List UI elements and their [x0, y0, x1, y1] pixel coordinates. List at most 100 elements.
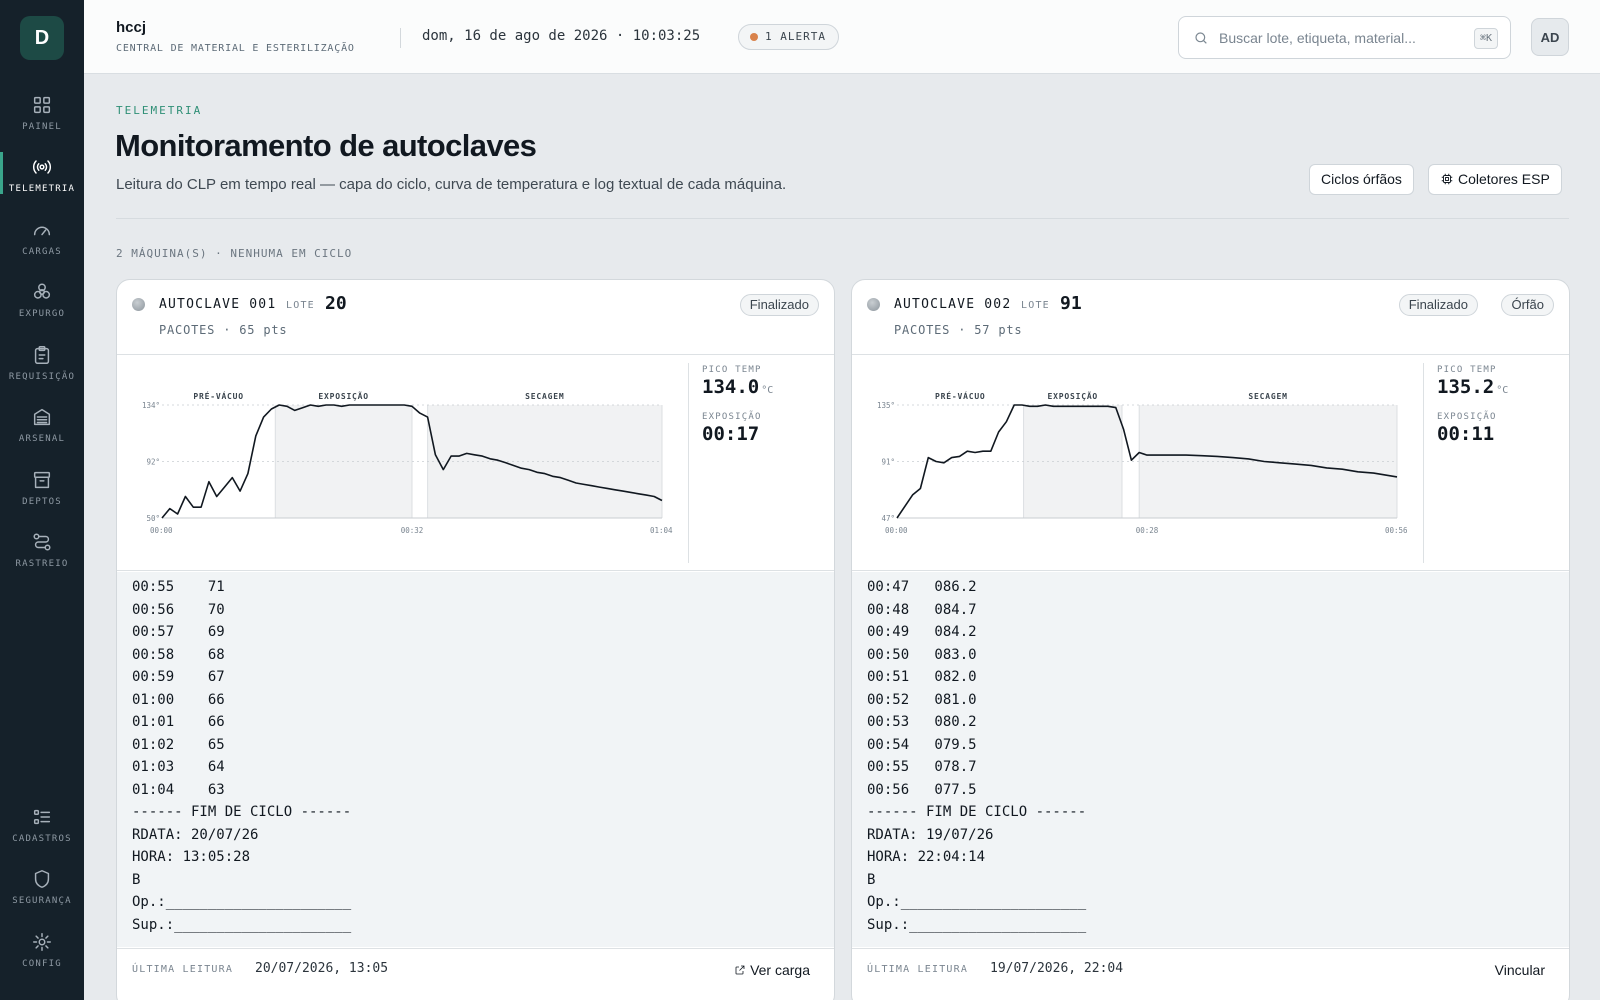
machines-summary: 2 MÁQUINA(S) · NENHUMA EM CICLO — [116, 247, 353, 260]
sidebar-item-label: TELEMETRIA — [8, 184, 76, 194]
page-eyebrow: TELEMETRIA — [116, 104, 203, 117]
x-tick-label: 01:04 — [650, 526, 673, 535]
last-reading-label: ÚLTIMA LEITURA — [132, 964, 234, 975]
sidebar-item-label: RASTREIO — [15, 559, 69, 569]
phase-label: SECAGEM — [1248, 392, 1287, 401]
view-load-label: Ver carga — [750, 962, 810, 978]
exposure-value: 00:11 — [1437, 423, 1495, 445]
orphan-cycles-button[interactable]: Ciclos órfãos — [1309, 164, 1414, 195]
sidebar-item-painel[interactable]: PAINEL — [0, 88, 84, 146]
esp-collectors-button[interactable]: Coletores ESP — [1428, 164, 1562, 195]
sidebar-item-seguranca[interactable]: SEGURANÇA — [0, 862, 84, 920]
topbar: hccj CENTRAL DE MATERIAL E ESTERILIZAÇÃO… — [84, 0, 1600, 74]
sidebar-item-telemetria[interactable]: TELEMETRIA — [0, 150, 84, 208]
link-button[interactable]: Vincular — [1494, 962, 1545, 978]
y-tick-label: 92° — [146, 458, 160, 467]
search-input[interactable] — [1219, 23, 1459, 53]
peak-temp-number: 134.0 — [702, 376, 760, 398]
phase-label: EXPOSIÇÃO — [1048, 391, 1099, 401]
alert-dot-icon — [750, 33, 758, 41]
y-tick-label: 47° — [881, 514, 895, 523]
sidebar-item-label: DEPTOS — [22, 497, 62, 507]
last-reading-value: 19/07/2026, 22:04 — [990, 961, 1124, 976]
sidebar-item-rastreio[interactable]: RASTREIO — [0, 525, 84, 583]
x-tick-label: 00:32 — [401, 526, 424, 535]
y-tick-label: 135° — [877, 401, 895, 410]
orphan-badge: Órfão — [1501, 294, 1554, 316]
peak-temp-value: 134.0 °C — [702, 376, 773, 398]
sidebar-item-label: CADASTROS — [12, 834, 72, 844]
sidebar-item-deptos[interactable]: DEPTOS — [0, 463, 84, 521]
exposure-value: 00:17 — [702, 423, 760, 445]
last-reading-label: ÚLTIMA LEITURA — [867, 964, 969, 975]
stats-divider — [1423, 363, 1424, 563]
phase-label: SECAGEM — [525, 392, 564, 401]
chart-panel: PRÉ-VÁCUO EXPOSIÇÃO SECAGEM 47° 91° 135° 00:00… — [852, 355, 1569, 571]
sidebar-item-requisicao[interactable]: REQUISIÇÃO — [0, 338, 84, 396]
autoclave-name: AUTOCLAVE 002 — [894, 297, 1012, 312]
shield-icon — [34, 870, 50, 888]
lote-value: 91 — [1060, 293, 1082, 314]
peak-temp-unit: °C — [761, 385, 774, 396]
status-indicator-icon — [867, 298, 880, 311]
sidebar-item-label: ARSENAL — [18, 434, 66, 444]
search-box[interactable]: ⌘K — [1178, 16, 1511, 59]
chip-icon — [1441, 173, 1453, 185]
biohazard-icon — [33, 283, 51, 299]
x-tick-label: 00:28 — [1136, 526, 1159, 535]
user-avatar[interactable]: AD — [1531, 18, 1569, 56]
sidebar-item-label: EXPURGO — [18, 309, 66, 319]
y-tick-label: 134° — [142, 401, 160, 410]
box-icon — [33, 471, 51, 489]
archive-icon — [33, 408, 51, 426]
peak-temp-value: 135.2 °C — [1437, 376, 1508, 398]
grid-icon — [33, 96, 51, 114]
broadcast-icon — [32, 160, 52, 174]
sidebar-item-label: PAINEL — [22, 122, 62, 132]
y-tick-label: 50° — [146, 514, 160, 523]
sidebar-item-expurgo[interactable]: EXPURGO — [0, 275, 84, 333]
sidebar-item-config[interactable]: CONFIG — [0, 925, 84, 983]
page-title: Monitoramento de autoclaves — [115, 128, 537, 163]
temperature-chart: PRÉ-VÁCUO EXPOSIÇÃO SECAGEM 47° 91° 135° 00:00… — [877, 390, 1408, 535]
lote-label: LOTE — [286, 300, 315, 311]
cycle-meta: PACOTES · 57 pts — [894, 323, 1023, 337]
peak-temp-label: PICO TEMP — [1437, 365, 1497, 375]
x-tick-label: 00:00 — [150, 526, 173, 535]
route-icon — [33, 533, 51, 551]
cycle-meta: PACOTES · 65 pts — [159, 323, 288, 337]
temperature-line — [161, 404, 663, 519]
alert-badge[interactable]: 1 ALERTA — [738, 24, 839, 50]
external-link-icon — [735, 965, 745, 975]
view-load-link[interactable]: Ver carga — [734, 962, 810, 978]
sidebar-item-arsenal[interactable]: ARSENAL — [0, 400, 84, 458]
cycle-log: 00:55 71 00:56 70 00:57 69 00:58 68 00:5… — [117, 572, 834, 947]
peak-temp-unit: °C — [1496, 385, 1509, 396]
org-name: hccj — [116, 19, 147, 36]
current-datetime: dom, 16 de ago de 2026 · 10:03:25 — [422, 28, 701, 44]
autoclave-card: AUTOCLAVE 002 LOTE 91 PACOTES · 57 pts F… — [851, 279, 1570, 1000]
x-tick-label: 00:56 — [1385, 526, 1408, 535]
lote-label: LOTE — [1021, 300, 1050, 311]
card-header: AUTOCLAVE 001 LOTE 20 PACOTES · 65 pts F… — [117, 280, 834, 355]
gear-icon — [33, 933, 51, 951]
sidebar: D PAINEL TELEMETRIA CARGAS EXPURGO REQUI… — [0, 0, 84, 1000]
sidebar-item-label: CONFIG — [22, 959, 62, 969]
page-description: Leitura do CLP em tempo real — capa do c… — [116, 176, 787, 193]
cycle-log: 00:47 086.2 00:48 084.7 00:49 084.2 00:5… — [852, 572, 1569, 947]
sidebar-item-cargas[interactable]: CARGAS — [0, 213, 84, 271]
app-logo[interactable]: D — [20, 16, 64, 60]
peak-temp-label: PICO TEMP — [702, 365, 762, 375]
org-subtitle: CENTRAL DE MATERIAL E ESTERILIZAÇÃO — [116, 43, 355, 54]
topbar-divider — [400, 28, 401, 48]
stats-divider — [688, 363, 689, 563]
sidebar-item-cadastros[interactable]: CADASTROS — [0, 800, 84, 858]
list-icon — [33, 809, 51, 825]
temperature-chart: PRÉ-VÁCUO EXPOSIÇÃO SECAGEM 50° 92° 134° 00:00… — [142, 390, 673, 535]
chart-panel: PRÉ-VÁCUO EXPOSIÇÃO SECAGEM 50° 92° 134° 00:00… — [117, 355, 834, 571]
y-tick-label: 91° — [881, 458, 895, 467]
phase-label: PRÉ-VÁCUO — [193, 390, 244, 401]
peak-temp-number: 135.2 — [1437, 376, 1495, 398]
alert-label: 1 ALERTA — [765, 30, 826, 43]
autoclave-card: AUTOCLAVE 001 LOTE 20 PACOTES · 65 pts F… — [116, 279, 835, 1000]
